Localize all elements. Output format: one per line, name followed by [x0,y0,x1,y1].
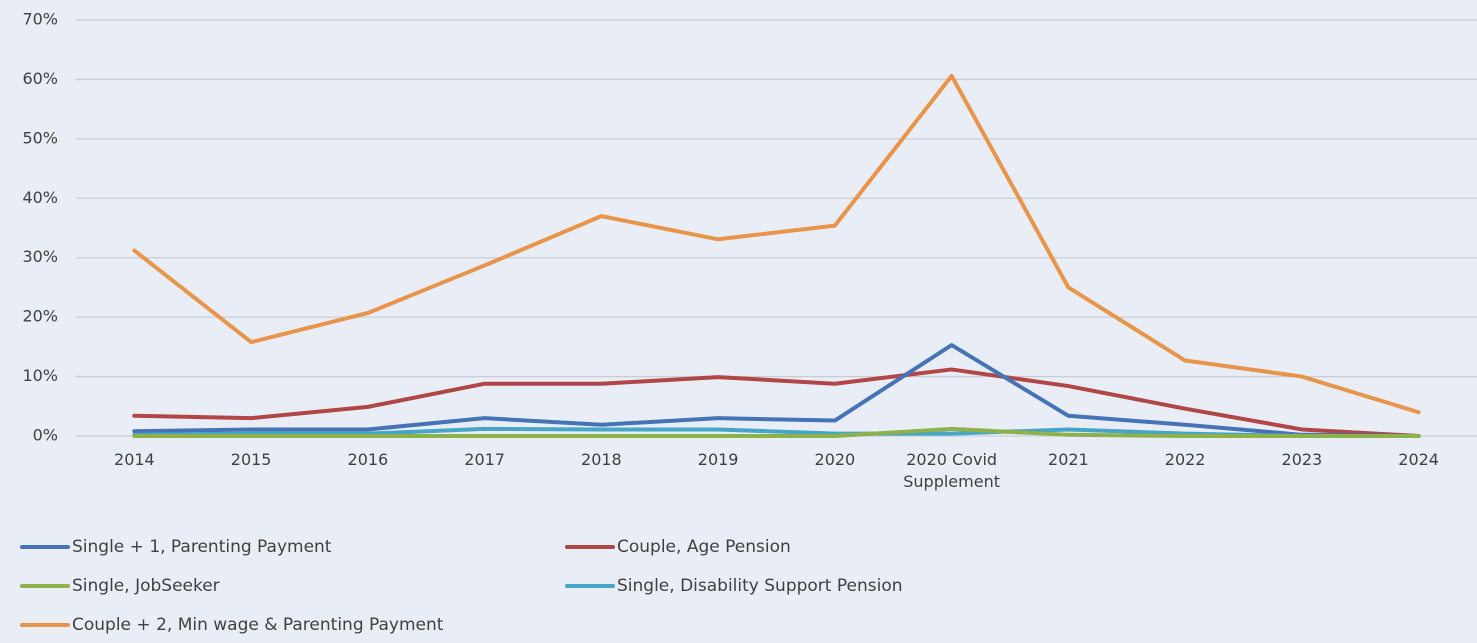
legend-label: Single + 1, Parenting Payment [72,537,332,557]
x-tick-label: 2023 [1281,450,1323,469]
x-tick-label: 2015 [230,450,272,469]
x-tick-label: 2018 [581,450,622,469]
y-tick-label: 70% [22,10,58,29]
y-tick-label: 30% [22,247,58,266]
legend-item: Single, Disability Support Pension [565,574,903,598]
y-tick-label: 50% [22,128,58,147]
legend-label: Single, Disability Support Pension [617,576,903,596]
legend-swatch [20,545,70,549]
legend-item: Single + 1, Parenting Payment [20,535,331,559]
x-tick-label: 2016 [347,450,389,469]
x-tick-label: 2021 [1048,450,1089,469]
legend-label: Couple + 2, Min wage & Parenting Payment [72,615,444,635]
series-line [132,343,1421,438]
series-line [132,367,1421,438]
series-line [132,426,1421,438]
legend-item: Couple + 2, Min wage & Parenting Payment [20,613,443,637]
legend-label: Couple, Age Pension [617,537,791,557]
legend-swatch [20,623,70,627]
legend-swatch [565,584,615,588]
x-tick-label: 2022 [1164,450,1206,469]
x-tick-label: 2020 Covid Supplement [903,450,1000,491]
legend-label: Single, JobSeeker [72,576,220,596]
x-tick-label: 2020 [814,450,856,469]
x-tick-label: 2014 [114,450,155,469]
y-tick-label: 40% [22,188,58,207]
x-tick-label: 2017 [464,450,505,469]
legend-swatch [20,584,70,588]
legend-item: Couple, Age Pension [565,535,791,559]
legend-item: Single, JobSeeker [20,574,220,598]
x-tick-label: 2024 [1398,450,1439,469]
x-tick-label: 2019 [697,450,739,469]
series-line [132,73,1421,415]
legend-swatch [565,545,615,549]
y-tick-label: 20% [22,307,58,326]
y-tick-label: 0% [33,426,58,445]
y-tick-label: 60% [22,69,58,88]
y-tick-label: 10% [22,366,58,385]
